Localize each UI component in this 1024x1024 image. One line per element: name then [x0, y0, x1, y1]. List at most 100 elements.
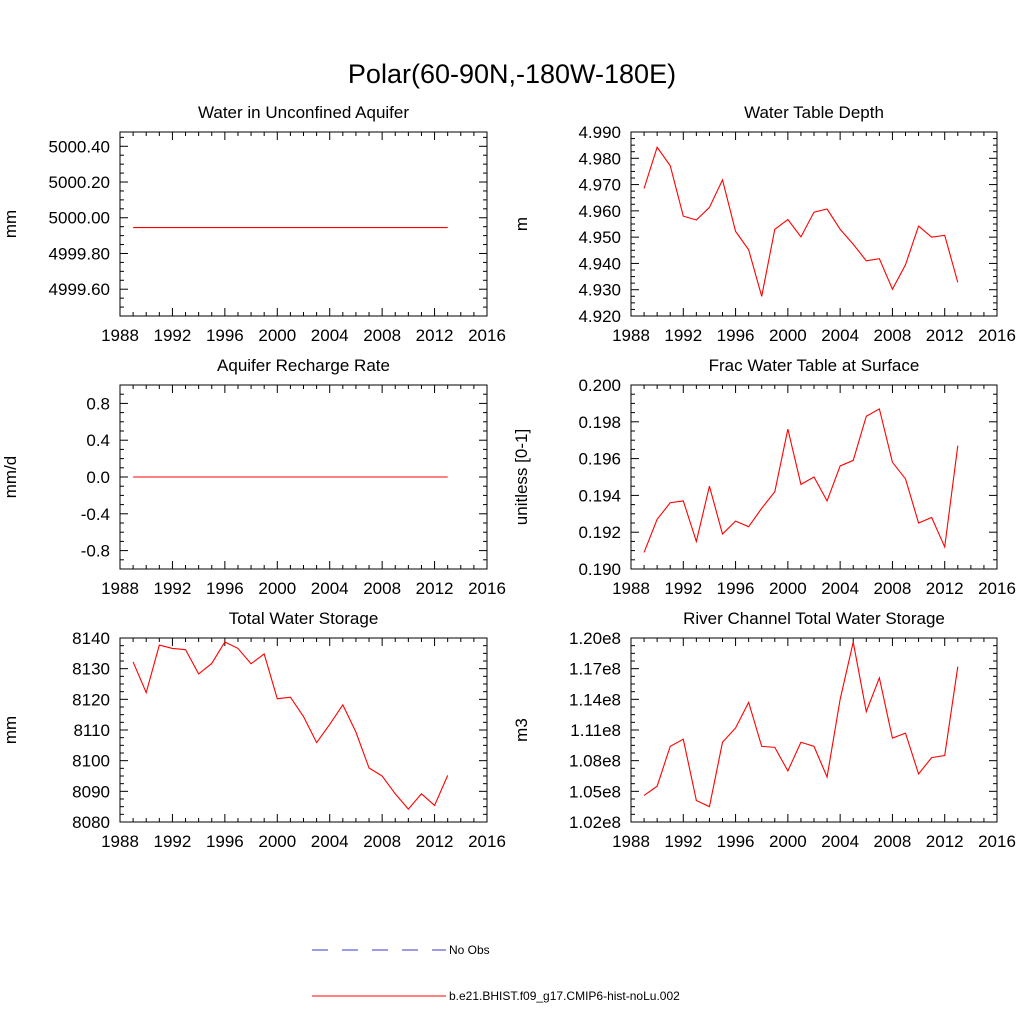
panel-title: Water in Unconfined Aquifer [198, 103, 409, 122]
figure-title: Polar(60-90N,-180W-180E) [348, 59, 676, 89]
y-tick-label: 8090 [72, 782, 110, 801]
panel-title: River Channel Total Water Storage [683, 609, 945, 628]
y-tick-label: 0.196 [578, 450, 621, 469]
y-tick-label: 8100 [72, 752, 110, 771]
y-tick-label: 8110 [73, 721, 110, 740]
x-tick-label: 2016 [978, 832, 1016, 851]
panel-title: Aquifer Recharge Rate [217, 356, 390, 375]
x-tick-label: 1992 [154, 326, 192, 345]
panel-4: Frac Water Table at Surface unitless [0-1… [512, 356, 1016, 598]
y-axis-label: mm [1, 210, 20, 238]
x-tick-label: 2008 [363, 326, 401, 345]
y-tick-label: 0.8 [86, 394, 110, 413]
y-axis-label: m [512, 217, 531, 231]
y-tick-label: 8130 [72, 660, 110, 679]
y-tick-label: 4.950 [578, 228, 621, 247]
x-tick-label: 1992 [154, 832, 192, 851]
y-tick-label: 4.940 [578, 254, 621, 273]
y-tick-label: 0.190 [578, 560, 621, 579]
y-tick-label: 1.17e8 [569, 660, 621, 679]
y-tick-label: 8080 [72, 813, 110, 832]
plot-frame [630, 131, 998, 317]
x-tick-label: 1988 [101, 832, 139, 851]
x-tick-label: 1996 [717, 326, 755, 345]
x-tick-label: 2016 [978, 579, 1016, 598]
series-line [643, 408, 959, 553]
plot-frame [630, 637, 998, 823]
series-line [643, 641, 959, 808]
y-tick-label: 4.930 [578, 281, 621, 300]
panel-2: Water Table Depth m 1988 1992 1996 2000 2004 20… [512, 103, 1016, 345]
x-tick-label: 1988 [612, 832, 650, 851]
x-tick-label: 1988 [101, 579, 139, 598]
x-tick-label: 2008 [363, 832, 401, 851]
x-tick-label: 2008 [874, 579, 912, 598]
panel-3: Aquifer Recharge Rate mm/d 1988 1992 1996 200… [1, 356, 506, 598]
y-tick-label: 5000.40 [49, 137, 110, 156]
y-tick-label: 0.198 [578, 413, 621, 432]
y-tick-label: -0.4 [81, 505, 110, 524]
x-tick-label: 2008 [363, 579, 401, 598]
x-tick-label: 2012 [416, 579, 454, 598]
y-tick-label: 0.194 [578, 486, 621, 505]
x-tick-label: 1992 [664, 832, 702, 851]
x-tick-label: 2004 [821, 832, 859, 851]
y-tick-label: 8140 [72, 629, 110, 648]
y-axis-label: mm/d [1, 456, 20, 499]
x-tick-label: 2008 [874, 326, 912, 345]
x-tick-label: 1996 [206, 832, 244, 851]
x-tick-label: 2004 [311, 579, 349, 598]
y-tick-label: 1.11e8 [570, 721, 621, 740]
panel-5: Total Water Storage mm 1988 1992 1996 2000 200… [1, 609, 506, 851]
x-tick-label: 2012 [926, 832, 964, 851]
y-tick-label: 1.20e8 [569, 629, 621, 648]
x-tick-label: 1996 [717, 579, 755, 598]
y-axis-label: unitless [0-1] [512, 429, 531, 525]
series-line [132, 641, 449, 810]
y-tick-label: 0.0 [86, 468, 110, 487]
legend-label-2: b.e21.BHIST.f09_g17.CMIP6-hist-noLu.002 [449, 989, 680, 1003]
y-tick-label: 4999.60 [49, 280, 110, 299]
y-tick-label: 4999.80 [49, 244, 110, 263]
y-tick-label: 8120 [72, 690, 110, 709]
x-tick-label: 2016 [468, 326, 506, 345]
x-tick-label: 2000 [258, 326, 296, 345]
x-tick-label: 2012 [416, 832, 454, 851]
y-tick-label: 1.08e8 [569, 752, 621, 771]
x-tick-label: 2000 [258, 832, 296, 851]
x-tick-label: 1992 [154, 579, 192, 598]
y-tick-label: 0.4 [86, 431, 110, 450]
x-tick-label: 1996 [206, 326, 244, 345]
y-axis-label: mm [1, 716, 20, 744]
x-tick-label: 1988 [101, 326, 139, 345]
x-tick-label: 1988 [612, 579, 650, 598]
x-tick-label: 2016 [978, 326, 1016, 345]
y-tick-label: 4.990 [578, 123, 621, 142]
legend: No Obs b.e21.BHIST.f09_g17.CMIP6-hist-noL… [312, 943, 680, 1003]
y-axis-label: m3 [512, 718, 531, 742]
x-tick-label: 2004 [821, 579, 859, 598]
panel-title: Water Table Depth [744, 103, 884, 122]
x-tick-label: 2000 [769, 326, 807, 345]
panels: Water in Unconfined Aquifer mm 1988 1992 199… [1, 103, 1016, 851]
x-tick-label: 2000 [258, 579, 296, 598]
x-tick-label: 2016 [468, 832, 506, 851]
panel-1: Water in Unconfined Aquifer mm 1988 1992 199… [1, 103, 506, 345]
x-tick-label: 2004 [311, 832, 349, 851]
y-tick-label: 4.970 [578, 176, 621, 195]
y-tick-label: 5000.00 [49, 209, 110, 228]
panel-title: Total Water Storage [229, 609, 379, 628]
panel-title: Frac Water Table at Surface [709, 356, 920, 375]
x-tick-label: 1992 [664, 579, 702, 598]
y-tick-label: 5000.20 [49, 173, 110, 192]
y-tick-label: 0.200 [578, 376, 621, 395]
x-tick-label: 2000 [769, 579, 807, 598]
x-tick-label: 2016 [468, 579, 506, 598]
x-tick-label: 2000 [769, 832, 807, 851]
x-tick-label: 2004 [821, 326, 859, 345]
y-tick-label: 1.02e8 [569, 813, 621, 832]
series-line [643, 146, 959, 297]
y-tick-label: -0.8 [81, 542, 110, 561]
